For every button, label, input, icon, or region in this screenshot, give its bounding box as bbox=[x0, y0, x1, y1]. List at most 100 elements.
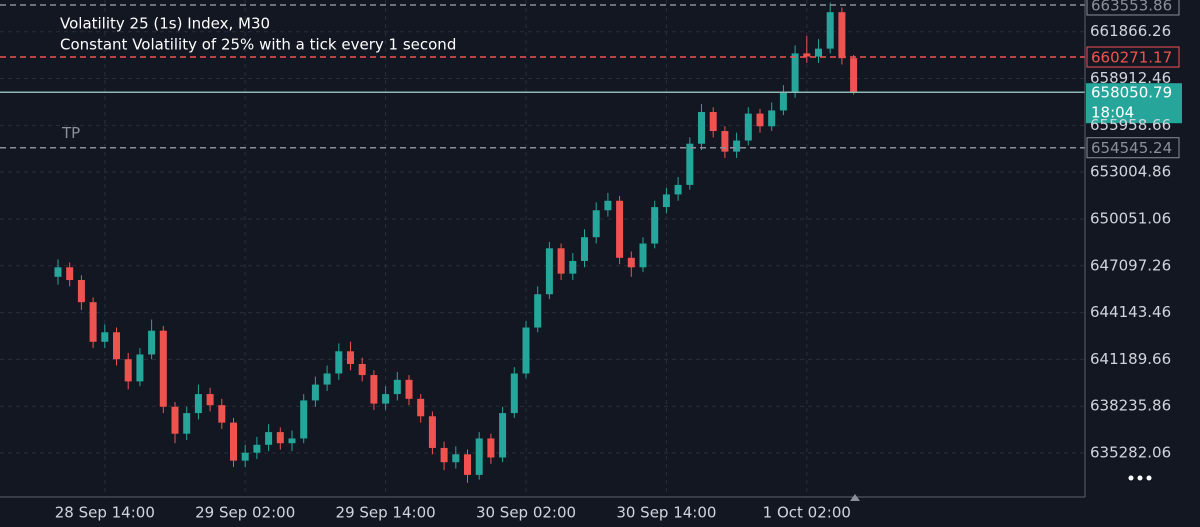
countdown: 18:04 bbox=[1091, 104, 1134, 122]
candle-body bbox=[686, 143, 694, 185]
level-name: TP bbox=[61, 124, 80, 142]
level-label: 660271.17 bbox=[1091, 49, 1172, 67]
candle-body bbox=[464, 454, 471, 475]
level-label: 663553.86 bbox=[1091, 0, 1172, 14]
x-tick-label: 30 Sep 02:00 bbox=[476, 504, 576, 522]
x-tick-label: 30 Sep 14:00 bbox=[616, 504, 716, 522]
candle-body bbox=[101, 332, 109, 342]
candle-body bbox=[54, 267, 62, 277]
candle-body bbox=[265, 432, 273, 445]
candle-body bbox=[534, 294, 542, 328]
candle-body bbox=[206, 394, 214, 406]
candle-body bbox=[779, 93, 787, 111]
dot[interactable] bbox=[1128, 475, 1134, 481]
candle-body bbox=[510, 373, 518, 414]
candle-body bbox=[347, 351, 354, 364]
level-label-box bbox=[1086, 137, 1180, 159]
candle-body bbox=[323, 373, 331, 385]
candle-body bbox=[405, 379, 413, 399]
candle-body bbox=[557, 248, 565, 274]
candle-body bbox=[487, 438, 495, 458]
candle-body bbox=[300, 400, 308, 439]
candle-body bbox=[124, 359, 132, 382]
candle-body bbox=[370, 375, 378, 404]
candle-body bbox=[850, 58, 858, 93]
candle-body bbox=[288, 438, 296, 444]
levels: 663553.86 660271.17 654545.24 TP 658050.79 18… bbox=[0, 0, 1182, 159]
y-tick-label: 641189.66 bbox=[1090, 350, 1171, 368]
x-tick-label: 1 Oct 02:00 bbox=[763, 504, 851, 522]
chart-subtitle: Constant Volatility of 25% with a tick e… bbox=[60, 36, 456, 54]
chart-title: Volatility 25 (1s) Index, M30 bbox=[60, 15, 270, 33]
candle-body bbox=[744, 113, 752, 141]
candle-body bbox=[276, 432, 284, 444]
level-label: 654545.24 bbox=[1091, 139, 1172, 157]
y-tick-label: 635282.06 bbox=[1090, 443, 1171, 461]
y-tick-label: 647097.26 bbox=[1090, 256, 1171, 274]
candle-body bbox=[241, 452, 249, 461]
y-tick-label: 650051.06 bbox=[1090, 209, 1171, 227]
candles bbox=[54, 2, 858, 483]
candle-body bbox=[733, 140, 741, 152]
candle-body bbox=[674, 184, 682, 195]
candle-body bbox=[499, 413, 507, 458]
candle-body bbox=[66, 267, 74, 280]
candle-body bbox=[311, 384, 319, 401]
level-label-box bbox=[1086, 0, 1180, 16]
candle-body bbox=[791, 53, 799, 94]
candle-body bbox=[698, 112, 705, 144]
last-price-box bbox=[1086, 83, 1182, 124]
candle-body bbox=[838, 12, 846, 59]
candle-body bbox=[616, 200, 624, 258]
candle-body bbox=[148, 330, 156, 355]
axes: 661866.26 658912.46 655958.66 653004.86 6500… bbox=[55, 22, 1171, 521]
level-label-box bbox=[1086, 46, 1180, 68]
candle-body bbox=[440, 447, 448, 463]
candle-body bbox=[183, 413, 191, 434]
x-tick-label: 28 Sep 14:00 bbox=[55, 504, 155, 522]
x-tick-label: 29 Sep 14:00 bbox=[336, 504, 436, 522]
candle-body bbox=[756, 113, 764, 127]
candle-body bbox=[194, 394, 202, 414]
candle-body bbox=[159, 330, 167, 407]
more-menu[interactable] bbox=[1128, 475, 1152, 481]
candle-body bbox=[545, 248, 553, 295]
y-tick-label: 644143.46 bbox=[1090, 303, 1171, 321]
candle-body bbox=[592, 210, 600, 238]
candle-body bbox=[417, 398, 425, 417]
candle-body bbox=[230, 422, 237, 461]
candle-body bbox=[77, 279, 85, 303]
candle-body bbox=[475, 438, 483, 475]
candle-body bbox=[651, 207, 659, 244]
candle-body bbox=[662, 194, 670, 208]
candle-body bbox=[803, 53, 811, 57]
candle-body bbox=[253, 444, 261, 453]
y-tick-label: 658912.46 bbox=[1090, 69, 1171, 87]
candle-body bbox=[393, 379, 401, 395]
dot[interactable] bbox=[1146, 475, 1152, 481]
candle-body bbox=[218, 405, 226, 423]
y-tick-label: 661866.26 bbox=[1090, 22, 1171, 40]
candle-body bbox=[382, 394, 390, 404]
y-tick-label: 653004.86 bbox=[1090, 163, 1171, 181]
candle-body bbox=[428, 416, 436, 448]
candle-body bbox=[335, 351, 343, 374]
scroll-marker[interactable] bbox=[850, 494, 860, 501]
candle-body bbox=[569, 260, 577, 274]
y-tick-label: 638235.86 bbox=[1090, 397, 1171, 415]
x-tick-label: 29 Sep 02:00 bbox=[195, 504, 295, 522]
candle-body bbox=[522, 327, 530, 374]
candle-body bbox=[768, 110, 776, 127]
candle-body bbox=[639, 243, 647, 268]
candle-body bbox=[581, 237, 588, 261]
candle-body bbox=[721, 131, 729, 152]
last-price-label: 658050.79 bbox=[1091, 84, 1172, 102]
candle-body bbox=[627, 257, 635, 268]
candle-body bbox=[709, 112, 717, 132]
dot[interactable] bbox=[1137, 475, 1143, 481]
y-tick-label: 655958.66 bbox=[1090, 116, 1171, 134]
candle-body bbox=[604, 200, 612, 211]
